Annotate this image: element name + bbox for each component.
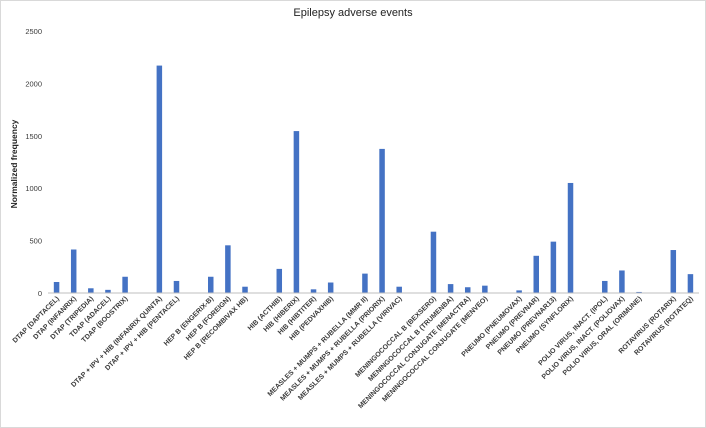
bar bbox=[293, 131, 300, 293]
y-tick-label: 0 bbox=[38, 289, 42, 298]
bar bbox=[567, 182, 574, 293]
bar bbox=[430, 231, 437, 293]
y-tick-label: 2000 bbox=[25, 79, 42, 88]
bar bbox=[602, 280, 608, 293]
bar bbox=[533, 255, 539, 293]
x-tick-label: MEASLES + MUMPS + RUBELLA (PRIORIX) bbox=[279, 295, 386, 402]
y-tick-label: 1000 bbox=[25, 184, 42, 193]
bar bbox=[122, 276, 128, 293]
bar bbox=[310, 289, 317, 293]
bar bbox=[619, 270, 625, 293]
bar bbox=[447, 284, 454, 293]
bar bbox=[242, 286, 248, 293]
bar bbox=[516, 290, 522, 293]
bar bbox=[105, 289, 111, 293]
bar bbox=[362, 273, 368, 293]
bar bbox=[70, 249, 77, 293]
bar bbox=[276, 268, 283, 293]
y-tick-label: 2500 bbox=[25, 27, 42, 36]
bar-series bbox=[53, 65, 694, 293]
x-tick-label: POLIO VIRUS, INACT. (POLIOVAX) bbox=[541, 295, 626, 380]
bar bbox=[156, 65, 163, 293]
bar bbox=[225, 245, 231, 293]
bar bbox=[550, 241, 557, 293]
bar bbox=[88, 288, 94, 293]
bar bbox=[208, 276, 214, 293]
chart-title: Epilepsy adverse events bbox=[293, 7, 413, 19]
y-axis-label: Normalized frequency bbox=[9, 119, 19, 208]
bar bbox=[396, 286, 402, 293]
bar bbox=[173, 280, 180, 293]
bar bbox=[327, 282, 334, 293]
x-axis-labels: DTAP (DAPTACEL)DTAP (INFANRIX)DTAP (TRIP… bbox=[12, 295, 695, 410]
bar bbox=[482, 285, 488, 293]
bar bbox=[379, 148, 385, 293]
bar bbox=[670, 250, 677, 293]
y-tick-label: 500 bbox=[29, 237, 42, 246]
bar bbox=[464, 287, 471, 293]
bar bbox=[53, 281, 60, 293]
bar bbox=[636, 291, 642, 293]
y-tick-label: 1500 bbox=[25, 132, 42, 141]
bar bbox=[687, 274, 694, 293]
y-axis: 0 500 1000 1500 2000 2500 bbox=[25, 27, 42, 298]
